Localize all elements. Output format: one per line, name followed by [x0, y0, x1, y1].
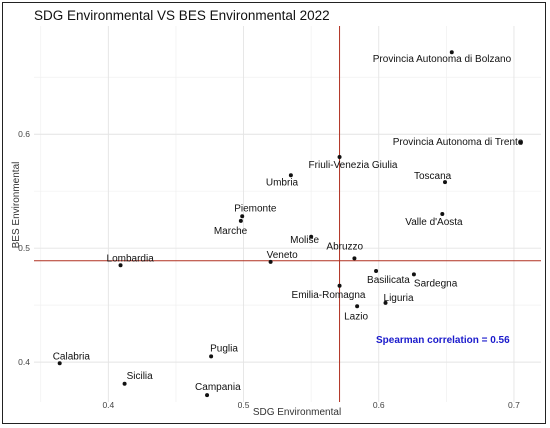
- data-point: [122, 381, 127, 386]
- x-axis-label: SDG Environmental: [253, 407, 341, 418]
- point-label: Lazio: [344, 311, 368, 322]
- point-label: Sicilia: [127, 371, 154, 382]
- point-label: Liguria: [384, 293, 414, 304]
- point-labels: Provincia Autonoma di Bolzano Provincia A…: [53, 54, 524, 393]
- point-label: Piemonte: [234, 203, 277, 214]
- data-point: [443, 180, 448, 185]
- spearman-annotation: Spearman correlation = 0.56: [376, 335, 510, 346]
- x-tick-label: 0.4: [102, 400, 114, 410]
- data-points: [57, 50, 523, 398]
- tick-labels: 0.4 0.5 0.6 0.7 0.4 0.5 0.6: [18, 129, 520, 410]
- data-point: [352, 256, 357, 261]
- point-label: Molise: [290, 235, 319, 246]
- chart-title: SDG Environmental VS BES Environmental 2…: [34, 8, 330, 23]
- reference-lines: [34, 26, 541, 402]
- data-point: [411, 272, 416, 277]
- data-point: [449, 50, 454, 55]
- point-label: Friuli-Venezia Giulia: [309, 160, 398, 171]
- data-point: [374, 268, 379, 273]
- x-tick-label: 0.5: [238, 400, 250, 410]
- y-tick-label: 0.4: [18, 357, 30, 367]
- data-point: [118, 263, 123, 268]
- data-point: [238, 218, 243, 223]
- point-label: Valle d'Aosta: [405, 217, 463, 228]
- point-label: Calabria: [53, 351, 91, 362]
- point-label: Puglia: [210, 343, 238, 354]
- data-point: [383, 300, 388, 305]
- point-label: Abruzzo: [326, 241, 363, 252]
- x-tick-label: 0.6: [373, 400, 385, 410]
- data-point: [337, 283, 342, 288]
- data-point: [209, 354, 214, 359]
- grid: [34, 26, 541, 402]
- point-label: Marche: [214, 226, 248, 237]
- data-point: [440, 212, 445, 216]
- y-axis-label: BES Environmental: [11, 162, 22, 249]
- data-point: [309, 234, 314, 239]
- point-label: Campania: [195, 382, 241, 393]
- point-label: Basilicata: [367, 275, 410, 286]
- data-point: [355, 304, 360, 309]
- point-label: Provincia Autonoma di Trento: [393, 137, 524, 148]
- data-point: [240, 214, 245, 219]
- data-point: [268, 259, 273, 264]
- point-label: Emilia-Romagna: [292, 290, 366, 301]
- data-point: [288, 173, 293, 178]
- point-label: Toscana: [414, 171, 452, 182]
- point-label: Provincia Autonoma di Bolzano: [373, 54, 512, 65]
- y-tick-label: 0.5: [18, 243, 30, 253]
- data-point: [337, 155, 342, 160]
- x-tick-label: 0.7: [508, 400, 520, 410]
- point-label: Umbria: [266, 177, 299, 188]
- data-point: [57, 361, 62, 366]
- point-label: Sardegna: [414, 278, 458, 289]
- data-point: [518, 140, 523, 145]
- point-label: Lombardia: [107, 253, 155, 264]
- data-point: [205, 393, 210, 398]
- chart-frame: [2, 2, 546, 424]
- y-tick-label: 0.6: [18, 129, 30, 139]
- point-label: Veneto: [267, 250, 299, 261]
